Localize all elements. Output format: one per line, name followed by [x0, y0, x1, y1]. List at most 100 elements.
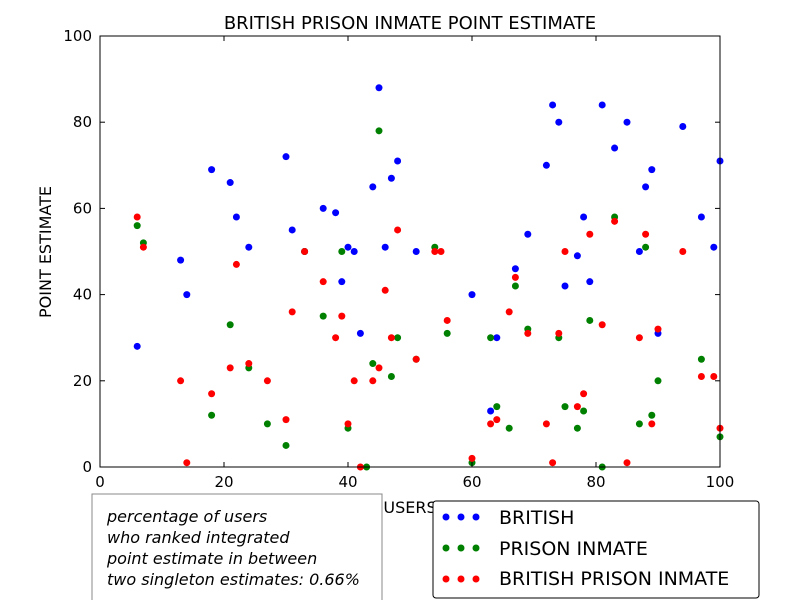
data-point [183, 459, 191, 467]
data-point [586, 316, 594, 324]
series-1 [133, 127, 724, 471]
data-point [282, 441, 290, 449]
data-point [505, 308, 513, 316]
data-point [183, 291, 191, 299]
data-point [598, 321, 606, 329]
data-point [245, 360, 253, 368]
data-point [642, 183, 650, 191]
data-point [437, 248, 445, 255]
data-point [208, 411, 216, 419]
legend: BRITISH PRISON INMATE BRITISH PRISON INM… [432, 500, 760, 599]
data-point [468, 291, 476, 299]
legend-marker [472, 575, 480, 583]
data-point [580, 390, 588, 398]
y-tick-label: 40 [73, 286, 92, 304]
y-tick-label: 80 [73, 113, 92, 131]
data-point [226, 321, 234, 329]
data-point [549, 459, 557, 467]
data-point [394, 157, 402, 165]
data-point [573, 252, 581, 260]
data-point [282, 153, 290, 161]
annotation-line: two singleton estimates: 0.66% [107, 570, 360, 589]
data-point [344, 420, 352, 428]
y-tick-label: 20 [73, 372, 92, 390]
data-point [623, 118, 631, 126]
data-point [524, 329, 532, 337]
data-point [133, 213, 141, 221]
data-point [319, 312, 327, 320]
x-tick-label: 20 [214, 473, 233, 491]
data-point [394, 334, 402, 342]
data-point [381, 243, 389, 251]
chart-title: BRITISH PRISON INMATE POINT ESTIMATE [224, 13, 596, 34]
data-point [177, 256, 185, 264]
data-point [511, 282, 519, 290]
x-tick-label: 60 [462, 473, 481, 491]
plot-frame [99, 35, 721, 468]
legend-markers [442, 513, 480, 583]
data-point [580, 213, 588, 221]
data-point [580, 407, 588, 415]
legend-label-british: BRITISH [499, 507, 574, 529]
data-point [232, 260, 240, 268]
data-point [245, 243, 253, 251]
annotation-line: point estimate in between [106, 549, 317, 568]
data-point [555, 118, 563, 126]
series-0 [133, 84, 724, 415]
data-point [511, 273, 519, 281]
legend-marker [457, 544, 465, 552]
data-point [338, 312, 346, 320]
data-point [697, 213, 705, 221]
legend-marker [472, 513, 480, 521]
data-point [139, 243, 147, 251]
data-point [623, 459, 631, 467]
data-point [387, 174, 395, 182]
data-point [375, 127, 383, 135]
annotation-line: percentage of users [106, 507, 267, 526]
data-point [332, 334, 340, 342]
data-point [648, 420, 656, 428]
data-point [133, 342, 141, 350]
data-point [487, 407, 495, 415]
legend-marker [442, 513, 450, 521]
data-point [642, 243, 650, 251]
data-point [350, 248, 358, 255]
data-point [468, 454, 476, 462]
data-point [710, 243, 718, 251]
data-point [586, 278, 594, 286]
data-point [375, 364, 383, 372]
legend-label-british-prison-inmate: BRITISH PRISON INMATE [499, 568, 729, 590]
data-point [642, 230, 650, 238]
y-tick-label: 0 [82, 458, 92, 476]
data-point [635, 248, 643, 255]
data-point [561, 282, 569, 290]
data-point [493, 416, 501, 424]
x-tick-label: 80 [586, 473, 605, 491]
data-point [555, 329, 563, 337]
data-point [301, 248, 309, 255]
legend-marker [442, 544, 450, 552]
data-point [369, 360, 377, 368]
data-point [387, 334, 395, 342]
data-point [549, 101, 557, 109]
annotation-line: who ranked integrated [107, 528, 290, 547]
data-point [679, 123, 687, 131]
x-tick-label: 0 [95, 473, 105, 491]
data-point [697, 372, 705, 380]
data-point [511, 265, 519, 273]
data-point [369, 183, 377, 191]
data-point [611, 144, 619, 152]
data-point [524, 230, 532, 238]
data-point [375, 84, 383, 92]
data-point [443, 316, 451, 324]
data-point [263, 420, 271, 428]
data-point [697, 355, 705, 363]
data-point [710, 372, 718, 380]
data-point [431, 248, 439, 255]
data-point [226, 364, 234, 372]
y-tick-label: 100 [63, 27, 92, 45]
data-point [369, 377, 377, 385]
data-point [208, 390, 216, 398]
data-point [487, 420, 495, 428]
data-point [263, 377, 271, 385]
